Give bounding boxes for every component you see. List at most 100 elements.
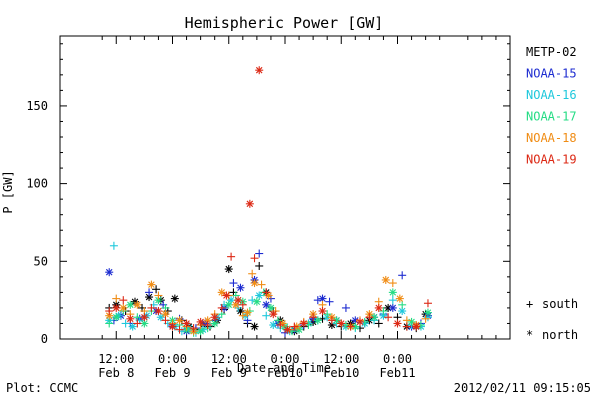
noaa-19-point-south	[161, 316, 170, 325]
noaa-19-point-north	[299, 319, 308, 328]
noaa-17-point-south	[273, 316, 282, 325]
legend-entry-noaa-18: NOAA-18	[526, 131, 577, 145]
noaa-17-point-north	[252, 297, 261, 306]
footer-timestamp: 2012/02/11 09:15:05	[454, 381, 591, 395]
x-tick-label-date: Feb 9	[154, 366, 190, 380]
x-tick-label-date: Feb 9	[211, 366, 247, 380]
noaa-15-point-south	[398, 271, 407, 280]
legend-entry-noaa-16: NOAA-16	[526, 88, 577, 102]
noaa-18-point-north	[381, 275, 390, 284]
noaa-19-point-south	[133, 319, 142, 328]
noaa-17-point-north	[388, 288, 397, 297]
chart-title: Hemispheric Power [GW]	[185, 14, 384, 32]
noaa-19-point-north	[269, 310, 278, 319]
y-tick-label: 150	[26, 99, 48, 113]
noaa-19-point-south	[327, 316, 336, 325]
x-tick-label-time: 12:00	[323, 352, 359, 366]
noaa-18-point-north	[217, 288, 226, 297]
noaa-15-point-north	[262, 300, 271, 309]
noaa-19-point-north	[112, 303, 121, 312]
x-tick-label-time: 0:00	[158, 352, 187, 366]
noaa-18-point-south	[248, 269, 257, 278]
noaa-18-point-north	[250, 279, 259, 288]
noaa-19-point-south	[189, 324, 198, 333]
metp-02-point-north	[224, 265, 233, 274]
noaa-19-point-south	[105, 307, 114, 316]
y-tick-label: 100	[26, 177, 48, 191]
noaa-15-point-south	[255, 249, 264, 258]
noaa-17-point-north	[332, 316, 341, 325]
noaa-16-point-south	[388, 296, 397, 305]
noaa-19-point-north	[245, 199, 254, 208]
noaa-17-point-south	[398, 300, 407, 309]
noaa-18-point-north	[119, 303, 128, 312]
noaa-16-point-south	[262, 311, 271, 320]
noaa-18-point-north	[133, 300, 142, 309]
noaa-19-point-south	[250, 254, 259, 263]
noaa-18-point-south	[238, 311, 247, 320]
noaa-19-point-south	[262, 288, 271, 297]
noaa-17-point-north	[423, 308, 432, 317]
noaa-19-point-north	[210, 313, 219, 322]
noaa-19-point-north	[222, 291, 231, 300]
noaa-17-point-south	[105, 319, 114, 328]
noaa-16-point-south	[109, 241, 118, 250]
legend-marker-label: south	[542, 297, 578, 311]
noaa-19-point-north	[412, 322, 421, 331]
x-tick-label-date: Feb 8	[98, 366, 134, 380]
x-tick-label-date: Feb11	[379, 366, 415, 380]
noaa-16-point-south	[121, 319, 130, 328]
noaa-18-point-north	[243, 308, 252, 317]
legend-entry-noaa-19: NOAA-19	[526, 153, 577, 167]
y-tick-label: 0	[41, 332, 48, 346]
noaa-18-point-north	[395, 294, 404, 303]
metp-02-point-north	[250, 322, 259, 331]
noaa-19-point-north	[126, 314, 135, 323]
noaa-19-point-south	[217, 303, 226, 312]
noaa-19-point-north	[182, 319, 191, 328]
metp-02-point-south	[152, 285, 161, 294]
noaa-19-point-north	[140, 313, 149, 322]
noaa-19-point-south	[423, 299, 432, 308]
noaa-18-point-south	[154, 291, 163, 300]
noaa-17-point-north	[210, 319, 219, 328]
data-points	[105, 66, 432, 337]
noaa-19-point-north	[393, 319, 402, 328]
y-axis-label: P [GW]	[1, 170, 15, 213]
noaa-19-point-south	[402, 322, 411, 331]
noaa-19-point-south	[119, 296, 128, 305]
noaa-19-point-north	[318, 307, 327, 316]
noaa-19-point-south	[203, 321, 212, 330]
noaa-19-point-north	[168, 322, 177, 331]
noaa-17-point-south	[379, 307, 388, 316]
x-tick-label-time: 0:00	[383, 352, 412, 366]
noaa-19-point-south	[175, 325, 184, 334]
noaa-17-point-north	[266, 303, 275, 312]
noaa-15-point-north	[388, 303, 397, 312]
noaa-15-point-north	[236, 283, 245, 292]
noaa-19-point-south	[238, 300, 247, 309]
metp-02-point-south	[374, 319, 383, 328]
metp-02-point-south	[255, 261, 264, 270]
noaa-17-point-north	[224, 300, 233, 309]
noaa-17-point-north	[126, 300, 135, 309]
noaa-16-point-north	[128, 322, 137, 331]
legend-entry-noaa-15: NOAA-15	[526, 67, 577, 81]
x-tick-label-time: 0:00	[271, 352, 300, 366]
legend-marker-label: north	[542, 328, 578, 342]
noaa-19-point-south	[290, 322, 299, 331]
x-tick-label-date: Feb10	[267, 366, 303, 380]
legend-marker-symbol: +	[526, 297, 533, 311]
noaa-19-point-north	[374, 303, 383, 312]
noaa-19-point-north	[234, 296, 243, 305]
noaa-15-point-south	[341, 303, 350, 312]
noaa-17-point-north	[313, 316, 322, 325]
noaa-19-point-south	[276, 321, 285, 330]
noaa-19-point-north	[255, 66, 264, 75]
noaa-16-point-north	[156, 313, 165, 322]
y-axis-ticks: 0 50 100 150	[26, 43, 510, 346]
noaa-15-point-south	[229, 279, 238, 288]
x-tick-label-time: 12:00	[211, 352, 247, 366]
